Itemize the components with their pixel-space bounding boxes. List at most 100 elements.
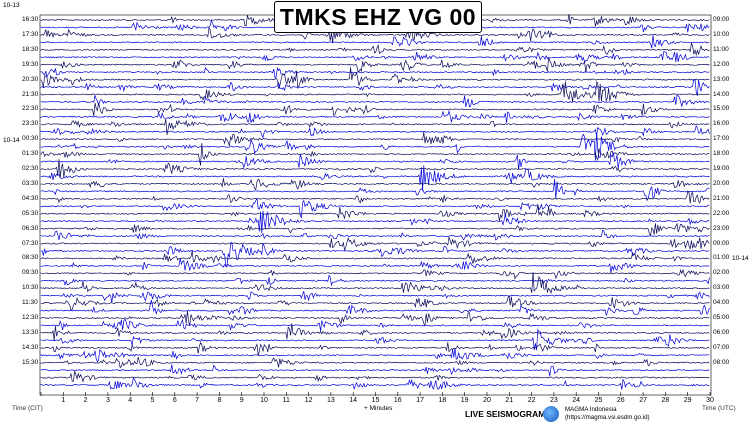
seismogram-trace bbox=[40, 250, 710, 264]
axis-right-label: Time (UTC) bbox=[702, 405, 736, 412]
plot-frame bbox=[39, 14, 712, 396]
seismogram-trace bbox=[40, 291, 710, 303]
minute-tick-label: 6 bbox=[172, 397, 177, 404]
minute-tick-label: 27 bbox=[639, 397, 647, 404]
date-label-right: 10-14 bbox=[732, 255, 749, 262]
right-time-label: 10:00 bbox=[713, 30, 730, 38]
left-time-label: 18:30 bbox=[22, 45, 39, 53]
org-info: MAGMA Indonesia (https://magma.vsi.esdm.… bbox=[565, 406, 650, 422]
seismogram-trace bbox=[40, 94, 710, 108]
minute-tick-label: 17 bbox=[416, 397, 424, 404]
minute-tick-label: 4 bbox=[128, 397, 133, 404]
seismogram-trace bbox=[40, 323, 710, 341]
right-time-label: 16:00 bbox=[713, 120, 730, 128]
right-time-label: 01:00 bbox=[713, 254, 730, 262]
right-time-label: 03:00 bbox=[713, 284, 730, 292]
minute-tick-label: 30 bbox=[706, 397, 714, 404]
seismogram-trace bbox=[40, 57, 710, 73]
seismogram-trace bbox=[40, 204, 710, 222]
seismogram-trace bbox=[40, 229, 710, 241]
left-time-label: 02:30 bbox=[22, 165, 39, 172]
seismogram-trace bbox=[40, 300, 710, 317]
axis-mid-label: + Minutes bbox=[364, 405, 393, 412]
minute-tick-label: 10 bbox=[260, 397, 268, 404]
seismogram-trace bbox=[40, 131, 710, 147]
minute-tick-label: 16 bbox=[393, 397, 402, 404]
left-time-label: 13:30 bbox=[22, 328, 39, 336]
left-time-label: 09:30 bbox=[22, 269, 39, 277]
minute-tick-label: 18 bbox=[438, 397, 447, 404]
left-time-label: 15:30 bbox=[22, 358, 39, 366]
right-time-label: 06:00 bbox=[713, 328, 730, 336]
left-time-label: 10:30 bbox=[22, 284, 39, 292]
left-time-label: 19:30 bbox=[22, 60, 39, 68]
seismogram-trace bbox=[40, 143, 710, 166]
seismogram-trace bbox=[40, 26, 710, 44]
minute-tick-label: 25 bbox=[594, 397, 603, 404]
seismogram-trace bbox=[40, 125, 710, 139]
seismogram-trace bbox=[40, 66, 710, 79]
left-time-label: 08:30 bbox=[22, 254, 39, 262]
seismogram-trace bbox=[40, 328, 710, 351]
seismogram-trace bbox=[40, 357, 710, 369]
seismogram-trace bbox=[40, 152, 710, 170]
seismogram-trace bbox=[40, 371, 710, 383]
minute-tick-label: 1 bbox=[61, 397, 66, 404]
right-time-label: 18:00 bbox=[713, 150, 730, 158]
left-time-label: 06:30 bbox=[22, 224, 39, 232]
left-time-label: 14:30 bbox=[22, 343, 39, 351]
minute-tick-label: 26 bbox=[616, 397, 625, 404]
minute-tick-label: 8 bbox=[217, 397, 222, 404]
right-time-label: 12:00 bbox=[713, 60, 730, 68]
seismogram-trace bbox=[40, 118, 710, 135]
left-time-label: 16:30 bbox=[22, 16, 39, 23]
seismogram-trace bbox=[40, 178, 710, 191]
minute-tick-label: 29 bbox=[683, 397, 692, 404]
left-time-label: 21:30 bbox=[22, 90, 39, 98]
seismogram-trace bbox=[40, 364, 710, 376]
left-time-label: 04:30 bbox=[22, 194, 39, 202]
minute-tick-label: 23 bbox=[549, 397, 558, 404]
minute-tick-label: 21 bbox=[505, 397, 514, 404]
minute-tick-label: 9 bbox=[239, 397, 244, 404]
seismogram-trace bbox=[40, 235, 710, 252]
right-time-label: 20:00 bbox=[713, 179, 730, 187]
seismogram-trace bbox=[40, 295, 710, 311]
right-time-label: 23:00 bbox=[713, 224, 730, 232]
axis-left-label: Time (CIT) bbox=[12, 405, 43, 412]
minute-tick-label: 15 bbox=[371, 397, 380, 404]
org-name: MAGMA Indonesia bbox=[565, 406, 617, 413]
left-time-label: 07:30 bbox=[22, 239, 39, 247]
right-time-label: 13:00 bbox=[713, 75, 730, 83]
seismogram-trace bbox=[40, 158, 710, 178]
seismogram-trace bbox=[40, 41, 710, 57]
right-time-label: 19:00 bbox=[713, 165, 730, 172]
seismogram-trace bbox=[40, 318, 710, 332]
date-label-mid: 10-14 bbox=[3, 137, 20, 144]
right-time-label: 08:00 bbox=[713, 358, 730, 366]
minute-tick-label: 14 bbox=[349, 397, 358, 404]
right-time-label: 02:00 bbox=[713, 269, 730, 277]
minute-tick-label: 12 bbox=[304, 397, 313, 404]
left-time-label: 05:30 bbox=[22, 209, 39, 217]
right-time-label: 17:00 bbox=[713, 135, 730, 143]
left-time-label: 12:30 bbox=[22, 314, 39, 321]
left-time-label: 20:30 bbox=[22, 75, 39, 83]
seismogram-trace bbox=[40, 241, 710, 268]
right-time-label: 04:00 bbox=[713, 299, 730, 307]
seismogram-trace bbox=[40, 102, 710, 117]
seismogram-trace bbox=[40, 274, 710, 287]
seismogram-trace bbox=[40, 342, 710, 356]
seismogram-trace bbox=[40, 81, 710, 102]
seismogram-trace bbox=[40, 222, 710, 237]
right-time-label: 14:00 bbox=[713, 90, 730, 98]
seismogram-trace bbox=[40, 197, 710, 219]
seismogram-trace bbox=[40, 132, 710, 161]
right-time-label: 00:00 bbox=[713, 239, 730, 247]
right-time-label: 21:00 bbox=[713, 194, 730, 202]
minute-tick-label: 28 bbox=[661, 397, 670, 404]
seismogram-trace bbox=[40, 67, 710, 90]
seismogram-trace bbox=[40, 165, 710, 192]
